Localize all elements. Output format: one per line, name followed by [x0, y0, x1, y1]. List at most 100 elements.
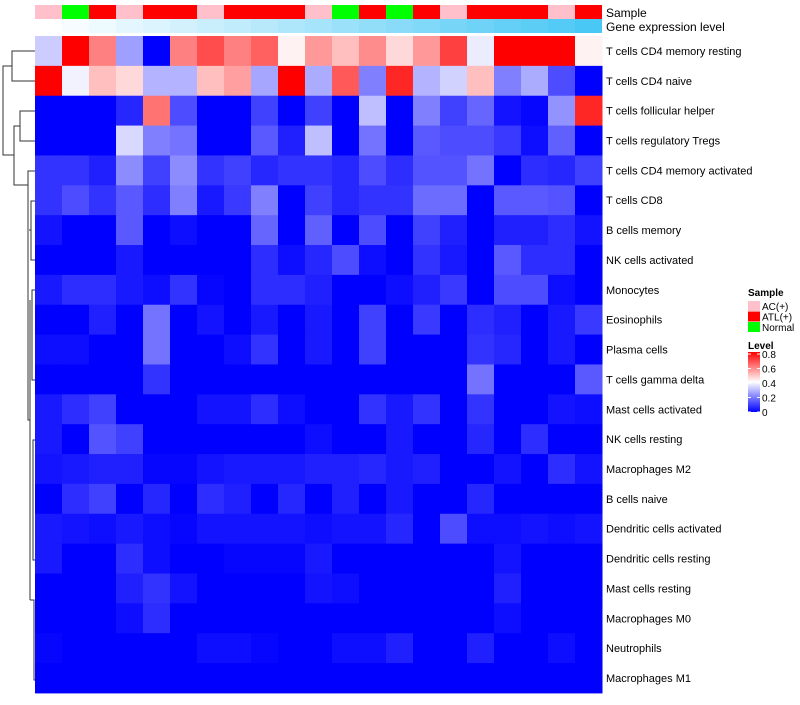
row-dendrogram	[2, 50, 35, 681]
heatmap-cell	[89, 125, 117, 156]
heatmap-cell	[197, 454, 225, 485]
heatmap-cell	[332, 95, 360, 127]
heatmap-cell	[413, 215, 441, 246]
heatmap-cell	[251, 603, 279, 634]
heatmap-cell	[305, 543, 333, 574]
legend-swatch	[748, 311, 760, 322]
heatmap-cell	[305, 663, 333, 694]
heatmap-cell	[89, 424, 117, 455]
heatmap-cell	[332, 543, 360, 574]
heatmap-cell	[467, 364, 495, 395]
row-label: Plasma cells	[606, 345, 668, 357]
row-label: T cells follicular helper	[606, 106, 715, 118]
heatmap-cell	[440, 274, 468, 306]
row-label: T cells gamma delta	[606, 374, 705, 386]
heatmap-cell	[224, 304, 252, 336]
heatmap-cell	[278, 424, 306, 455]
heatmap-cell	[251, 424, 279, 455]
heatmap-cell	[224, 125, 252, 156]
heatmap-cell	[170, 36, 198, 67]
heatmap-cell	[521, 394, 549, 425]
heatmap-cell	[89, 633, 117, 664]
heatmap-cell	[170, 394, 198, 425]
heatmap-cell	[332, 334, 360, 365]
heatmap-cell	[305, 364, 333, 395]
heatmap-cell	[278, 394, 306, 425]
heatmap-cell	[575, 633, 603, 664]
heatmap-cell	[278, 95, 306, 127]
heatmap-cell	[440, 245, 468, 276]
row-label: Neutrophils	[606, 643, 662, 655]
heatmap-cell	[413, 543, 441, 574]
heatmap-cell	[440, 95, 468, 127]
heatmap-cell	[35, 215, 63, 246]
heatmap-cell	[305, 36, 333, 67]
heatmap-cell	[170, 155, 198, 186]
gene-expression-annotation-cell	[197, 19, 224, 33]
heatmap-cell	[224, 155, 252, 186]
heatmap-cell	[413, 125, 441, 156]
heatmap-cell	[521, 36, 549, 67]
heatmap-cell	[467, 185, 495, 216]
heatmap-cell	[305, 334, 333, 365]
heatmap-cell	[332, 185, 360, 216]
heatmap-cell	[359, 364, 387, 395]
heatmap-cell	[467, 245, 495, 276]
heatmap-cell	[440, 304, 468, 336]
row-label: Monocytes	[606, 285, 660, 297]
sample-annotation-cell	[413, 5, 440, 19]
heatmap-cell	[197, 483, 225, 515]
heatmap-cell	[386, 543, 414, 574]
heatmap-cell	[197, 573, 225, 604]
row-label: NK cells resting	[606, 434, 682, 446]
heatmap-cell	[440, 394, 468, 425]
heatmap-cell	[332, 663, 360, 694]
heatmap-cell	[62, 454, 90, 485]
heatmap-cell	[413, 633, 441, 664]
heatmap-cell	[467, 304, 495, 336]
heatmap-cell	[575, 36, 603, 67]
sample-annotation-cell	[251, 5, 278, 19]
heatmap-cell	[143, 394, 171, 425]
heatmap-cell	[386, 454, 414, 485]
heatmap-cell	[359, 603, 387, 634]
heatmap-cell	[413, 394, 441, 425]
sample-annotation-cell	[575, 5, 602, 19]
heatmap-cell	[224, 364, 252, 395]
level-tick-label: 0.8	[762, 350, 776, 361]
gene-expression-annotation-cell	[89, 19, 116, 33]
heatmap-cell	[116, 424, 144, 455]
heatmap-cell	[413, 155, 441, 186]
heatmap-cell	[89, 215, 117, 246]
heatmap-cell	[413, 95, 441, 127]
heatmap-cell	[521, 483, 549, 515]
heatmap-cell	[386, 633, 414, 664]
heatmap-cell	[62, 483, 90, 515]
heatmap-cell	[224, 663, 252, 694]
row-label: Eosinophils	[606, 315, 663, 327]
heatmap-cell	[305, 573, 333, 604]
heatmap-cell	[143, 424, 171, 455]
level-tick-label: 0	[762, 408, 768, 419]
heatmap-cell	[251, 125, 279, 156]
heatmap-cell	[143, 663, 171, 694]
heatmap-cell	[62, 633, 90, 664]
heatmap-cell	[521, 215, 549, 246]
heatmap-cell	[224, 543, 252, 574]
heatmap-cell	[62, 95, 90, 127]
heatmap-cell	[224, 185, 252, 216]
heatmap-cell	[386, 125, 414, 156]
heatmap-cell	[35, 483, 63, 515]
heatmap-cell	[332, 245, 360, 276]
heatmap-cell	[197, 215, 225, 246]
heatmap-cell	[116, 215, 144, 246]
heatmap-cell	[62, 424, 90, 455]
heatmap-cell	[548, 424, 576, 455]
heatmap-cell	[305, 424, 333, 455]
heatmap-cell	[440, 424, 468, 455]
heatmap-cell	[116, 633, 144, 664]
heatmap-cell	[62, 603, 90, 634]
heatmap-cell	[305, 185, 333, 216]
heatmap-cell	[224, 424, 252, 455]
heatmap-cell	[494, 364, 522, 395]
